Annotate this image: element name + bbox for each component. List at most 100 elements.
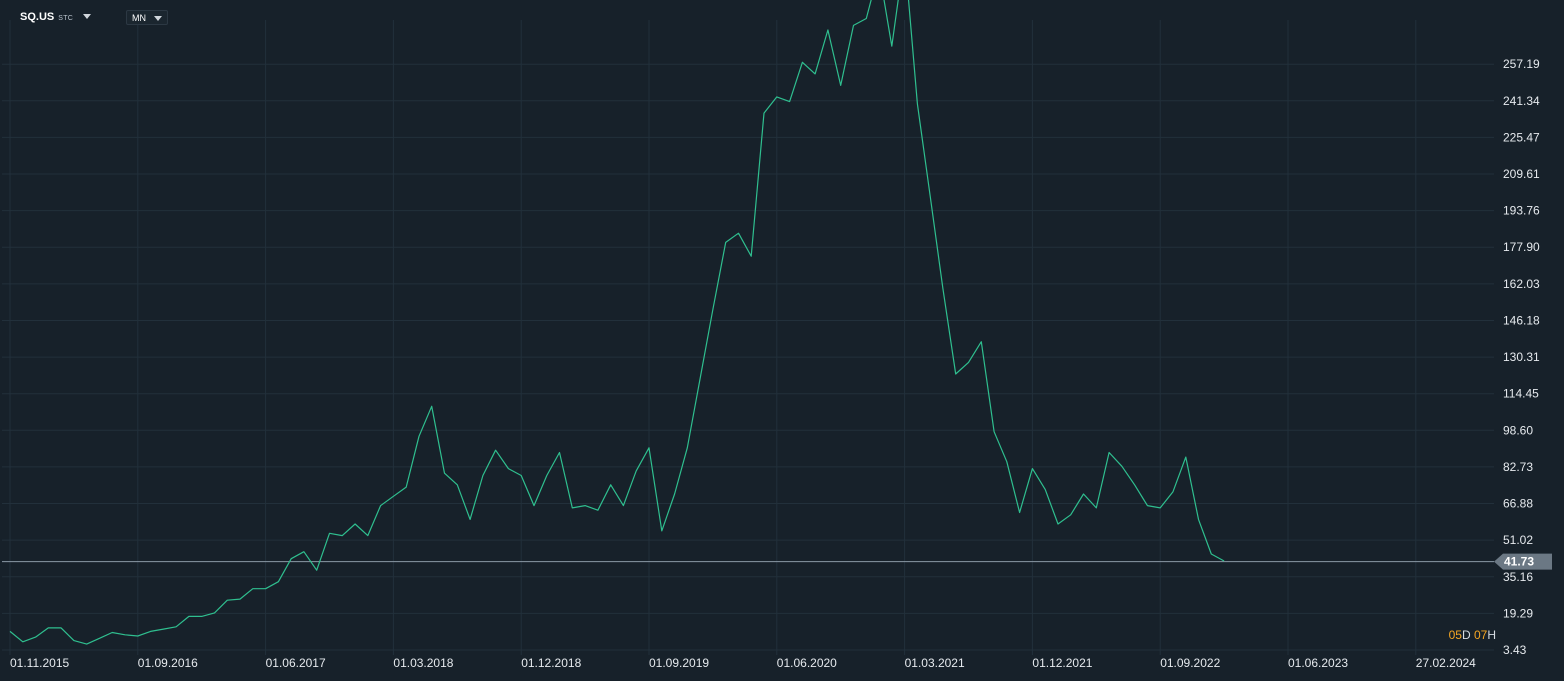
toolbar: SQ.US STC MN <box>0 0 500 34</box>
data-point <box>406 487 407 488</box>
data-point <box>342 535 343 536</box>
x-tick-label: 01.09.2016 <box>138 656 198 670</box>
data-point <box>316 570 317 571</box>
data-point <box>1083 493 1084 494</box>
x-tick-label: 01.03.2021 <box>905 656 965 670</box>
x-tick-label: 01.12.2021 <box>1032 656 1092 670</box>
y-tick-label: 51.02 <box>1503 533 1533 547</box>
data-point <box>597 510 598 511</box>
y-tick-label: 241.34 <box>1503 94 1540 108</box>
data-point <box>827 29 828 30</box>
data-point <box>751 256 752 257</box>
data-point <box>239 599 240 600</box>
data-point <box>176 626 177 627</box>
data-point <box>495 450 496 451</box>
data-point <box>291 558 292 559</box>
data-point <box>687 447 688 448</box>
data-point <box>725 242 726 243</box>
x-tick-label: 01.09.2022 <box>1160 656 1220 670</box>
y-tick-label: 82.73 <box>1503 460 1533 474</box>
symbol-selector[interactable]: SQ.US STC <box>20 11 92 23</box>
data-point <box>278 581 279 582</box>
data-point <box>214 612 215 613</box>
data-point <box>1185 457 1186 458</box>
data-point <box>380 505 381 506</box>
data-point <box>9 631 10 632</box>
data-point <box>1160 507 1161 508</box>
symbol-name: SQ.US <box>20 11 55 23</box>
countdown-hours-unit: H <box>1487 628 1496 642</box>
data-point <box>648 447 649 448</box>
series-layer <box>9 0 1225 645</box>
y-tick-label: 225.47 <box>1503 130 1540 144</box>
data-point <box>418 436 419 437</box>
data-point <box>265 588 266 589</box>
y-tick-label: 3.43 <box>1503 643 1527 657</box>
y-tick-label: 209.61 <box>1503 167 1540 181</box>
y-tick-label: 66.88 <box>1503 497 1533 511</box>
countdown-hours-value: 07 <box>1473 628 1488 642</box>
data-point <box>99 638 100 639</box>
y-tick-label: 35.16 <box>1503 570 1533 584</box>
data-point <box>636 470 637 471</box>
data-point <box>48 627 49 628</box>
x-tick-label: 01.12.2018 <box>521 656 581 670</box>
data-point <box>188 616 189 617</box>
data-point <box>533 505 534 506</box>
data-point <box>1006 461 1007 462</box>
data-point <box>393 496 394 497</box>
interval-selector[interactable]: MN <box>126 10 168 25</box>
data-point <box>776 96 777 97</box>
caret-down-icon <box>83 14 92 19</box>
data-point <box>968 362 969 363</box>
data-point <box>1019 512 1020 513</box>
grid <box>2 20 1494 655</box>
data-point <box>1198 519 1199 520</box>
data-point <box>546 475 547 476</box>
data-point <box>559 452 560 453</box>
data-point <box>994 431 995 432</box>
data-point <box>227 600 228 601</box>
data-point <box>444 473 445 474</box>
data-point <box>853 25 854 26</box>
data-point <box>329 533 330 534</box>
x-tick-label: 01.06.2020 <box>777 656 837 670</box>
data-point <box>1109 452 1110 453</box>
data-point <box>1211 553 1212 554</box>
data-point <box>112 632 113 633</box>
y-tick-label: 98.60 <box>1503 423 1533 437</box>
x-tick-label: 01.03.2018 <box>393 656 453 670</box>
interval-value: MN <box>132 12 146 23</box>
data-point <box>457 484 458 485</box>
data-point <box>1057 523 1058 524</box>
y-tick-label: 19.29 <box>1503 606 1533 620</box>
data-point <box>585 505 586 506</box>
y-tick-label: 146.18 <box>1503 313 1540 327</box>
data-point <box>1096 507 1097 508</box>
data-point <box>61 627 62 628</box>
data-point <box>431 406 432 407</box>
data-point <box>763 113 764 114</box>
data-point <box>1147 505 1148 506</box>
countdown-days-unit: D <box>1461 628 1471 642</box>
data-point <box>981 341 982 342</box>
data-point <box>1224 560 1225 561</box>
data-point <box>1121 466 1122 467</box>
series-line <box>9 0 1225 645</box>
data-point <box>1032 468 1033 469</box>
x-tick-label: 27.02.2024 <box>1416 656 1476 670</box>
data-point <box>1070 514 1071 515</box>
data-point <box>1045 489 1046 490</box>
data-point <box>661 530 662 531</box>
data-point <box>815 73 816 74</box>
data-point <box>35 637 36 638</box>
data-point <box>367 535 368 536</box>
data-point <box>955 373 956 374</box>
data-point <box>674 493 675 494</box>
data-point <box>930 196 931 197</box>
data-point <box>22 641 23 642</box>
data-point <box>201 616 202 617</box>
y-axis: 257.19 241.34 225.47 209.61 193.76 177.90 162.… <box>1503 57 1540 657</box>
data-point <box>738 233 739 234</box>
